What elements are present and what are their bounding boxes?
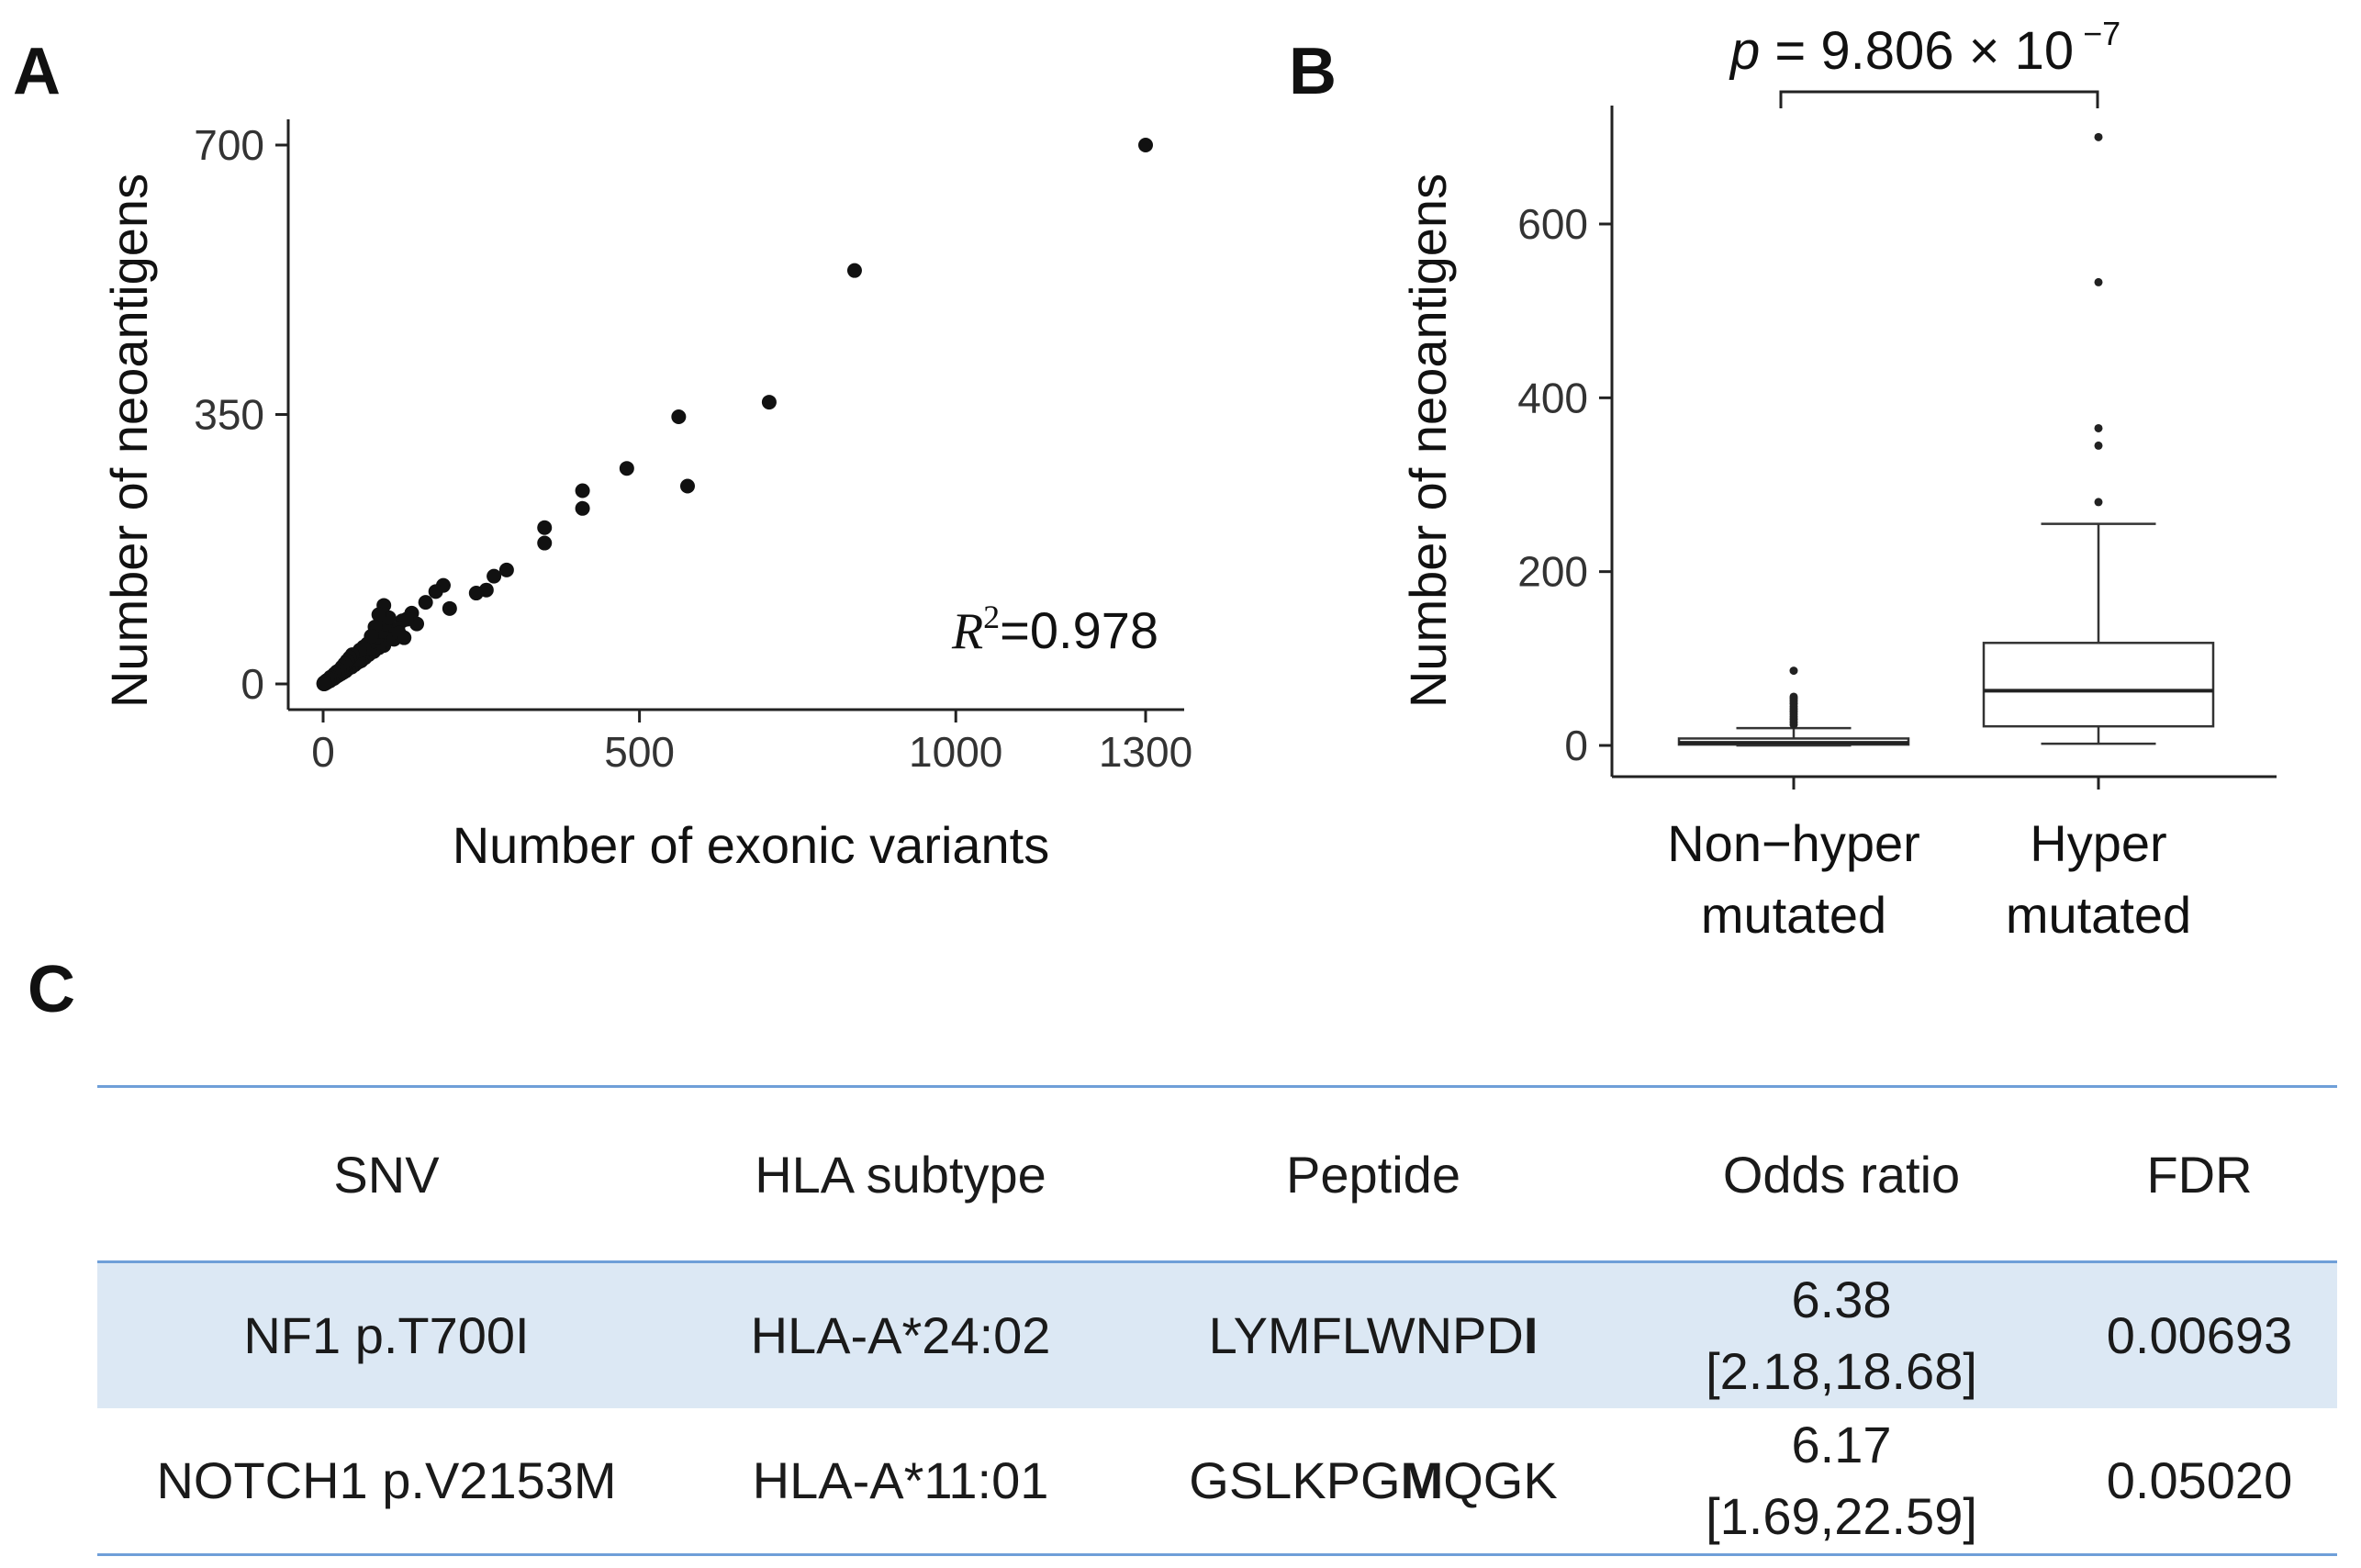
outlier-point [2094, 423, 2103, 432]
box-group [1677, 666, 1910, 747]
outlier-point [2094, 132, 2103, 141]
x-tick-label: 500 [604, 728, 675, 776]
cell-fdr: 0.05020 [2062, 1408, 2337, 1556]
p-symbol: p [1729, 21, 1760, 81]
scatter-point [1138, 138, 1153, 152]
scatter-point [575, 483, 590, 498]
scatter-point [418, 595, 433, 610]
p-value-base: 10 [2000, 21, 2075, 81]
x-tick-label: 1000 [909, 728, 1002, 776]
scatter-point [537, 520, 553, 535]
header-snv: SNV [97, 1085, 676, 1263]
header-odds-ratio: Odds ratio [1621, 1085, 2062, 1263]
peptide-suffix: QGK [1443, 1451, 1558, 1509]
neoantigen-table: SNV HLA subtype Peptide Odds ratio FDR N… [97, 1085, 2337, 1556]
scatter-point [487, 568, 502, 584]
scatter-point [498, 562, 514, 577]
peptide-mutated-residue: M [1400, 1451, 1444, 1509]
cell-fdr: 0.00693 [2062, 1261, 2337, 1408]
x-tick-label: mutated [2006, 886, 2191, 944]
scatter-point [679, 478, 695, 494]
panel-label-b: B [1289, 35, 1337, 108]
panel-label-c: C [28, 953, 75, 1026]
y-tick-label: 0 [1564, 722, 1588, 769]
p-value-exponent: −7 [2074, 15, 2120, 52]
outlier-point [1789, 666, 1798, 676]
r-squared-symbol: R [951, 603, 983, 660]
cell-odds-ratio: 6.17 [1.69,22.59] [1621, 1408, 2062, 1556]
header-fdr: FDR [2062, 1085, 2337, 1263]
table-row: NF1 p.T700I HLA-A*24:02 LYMFLWNPDI 6.38 [… [97, 1261, 2337, 1408]
y-tick-label: 0 [241, 660, 264, 708]
cell-hla: HLA-A*11:01 [676, 1408, 1125, 1556]
y-tick-label: 700 [194, 121, 264, 169]
scatter-point [364, 629, 379, 644]
cell-odds-ratio: 6.38 [2.18,18.68] [1621, 1261, 2062, 1408]
x-tick-label: 0 [311, 728, 335, 776]
y-tick-label: 400 [1517, 374, 1588, 421]
scatter-point [442, 600, 457, 616]
outlier-point [1789, 692, 1798, 701]
x-tick-label: 1300 [1099, 728, 1192, 776]
y-axis-label: Number of neoantigens [1399, 174, 1457, 708]
box-group [1982, 132, 2215, 745]
header-hla-subtype: HLA subtype [676, 1085, 1125, 1263]
scatter-point [761, 395, 777, 410]
y-tick-label: 350 [194, 391, 264, 439]
significance-bracket [1779, 90, 2099, 108]
x-tick-label: Hyper [2030, 814, 2166, 872]
figure-canvas: A B C 0 350 700 0 500 1000 1300 Number of exo… [13, 15, 2277, 1026]
outlier-point [2094, 441, 2103, 450]
scatter-point [316, 677, 331, 691]
header-peptide: Peptide [1125, 1085, 1621, 1263]
scatter-point [537, 535, 553, 551]
box-iqr [1982, 642, 2215, 728]
odds-ratio-value: 6.38 [1791, 1271, 1892, 1328]
scatter-chart: 0 350 700 0 500 1000 1300 Number of exonic va… [100, 119, 1192, 874]
cell-snv: NF1 p.T700I [97, 1261, 676, 1408]
scatter-point [428, 584, 443, 599]
cell-peptide: GSLKPGMQGK [1125, 1408, 1621, 1556]
y-tick-label: 200 [1517, 548, 1588, 596]
cell-peptide: LYMFLWNPDI [1125, 1261, 1621, 1408]
scatter-point [371, 607, 386, 622]
p-value-times: × [1969, 21, 2000, 81]
scatter-point [575, 500, 590, 516]
cell-snv: NOTCH1 p.V2153M [97, 1408, 676, 1556]
odds-ratio-ci: [2.18,18.68] [1706, 1342, 1977, 1400]
odds-ratio-ci: [1.69,22.59] [1706, 1487, 1977, 1545]
p-value-label: p = 9.806 × 10 −7 [1729, 15, 2120, 81]
x-tick-label: mutated [1701, 886, 1886, 944]
scatter-point [619, 461, 634, 476]
x-tick-label: Non−hyper [1667, 814, 1920, 872]
y-tick-label: 600 [1517, 200, 1588, 248]
peptide-prefix: GSLKPG [1189, 1451, 1401, 1509]
scatter-point [397, 630, 412, 645]
x-axis-label: Number of exonic variants [453, 816, 1050, 874]
odds-ratio-value: 6.17 [1791, 1416, 1892, 1473]
outlier-point [2094, 498, 2103, 507]
table-row: NOTCH1 p.V2153M HLA-A*11:01 GSLKPGMQGK 6… [97, 1408, 2337, 1556]
cell-hla: HLA-A*24:02 [676, 1261, 1125, 1408]
p-value-number: = 9.806 [1760, 21, 1968, 81]
scatter-point [468, 586, 484, 601]
y-axis-label: Number of neoantigens [100, 174, 158, 708]
panel-label-a: A [13, 35, 61, 108]
outlier-point [2094, 277, 2103, 286]
r-squared-annotation: R2=0.978 [951, 599, 1158, 660]
scatter-point [846, 263, 862, 278]
peptide-mutated-residue: I [1523, 1306, 1539, 1364]
scatter-point [671, 409, 687, 425]
peptide-prefix: LYMFLWNPD [1208, 1306, 1524, 1364]
table-header-row: SNV HLA subtype Peptide Odds ratio FDR [97, 1085, 2337, 1263]
r-squared-value: =0.978 [1000, 601, 1158, 659]
r-squared-exponent: 2 [983, 599, 1000, 635]
